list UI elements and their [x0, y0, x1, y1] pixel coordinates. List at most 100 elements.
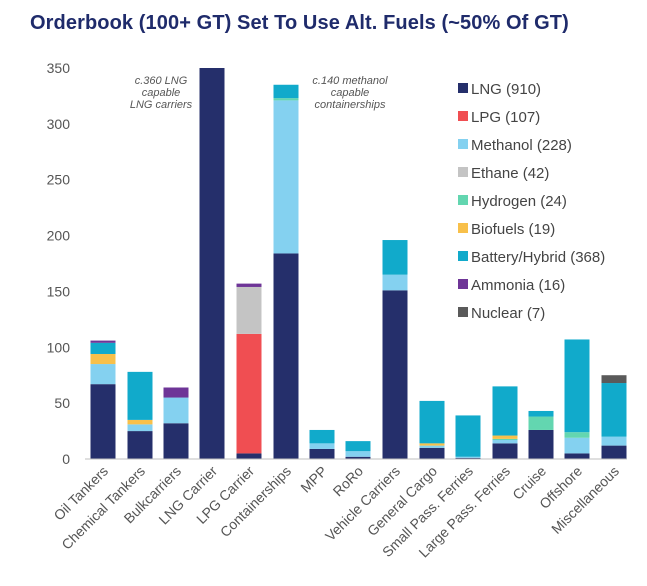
- bar-group-offshore: [564, 339, 590, 459]
- bar-segment-vehicle-carriers-lng: [382, 290, 408, 459]
- legend-swatch: [458, 111, 468, 121]
- bar-segment-oil-tankers-battery-hybrid: [90, 342, 116, 354]
- bar-segment-cruise-battery-hybrid: [528, 410, 554, 417]
- bar-segment-general-cargo-battery-hybrid: [419, 400, 445, 444]
- bar-segment-oil-tankers-biofuels: [90, 353, 116, 365]
- legend-label: Hydrogen (24): [471, 193, 567, 210]
- legend-label: LNG (910): [471, 81, 541, 98]
- bar-segment-lpg-carrier-lpg: [236, 333, 262, 454]
- bar-segment-large-pass-ferries-biofuels: [492, 435, 518, 439]
- bar-segment-bulkcarriers-ammonia: [163, 387, 189, 398]
- legend-label: Battery/Hybrid (368): [471, 249, 605, 266]
- bar-segment-miscellaneous-nuclear: [601, 375, 627, 384]
- bar-group-bulkcarriers: [163, 387, 189, 459]
- bar-group-vehicle-carriers: [382, 240, 408, 459]
- legend-swatch: [458, 279, 468, 289]
- legend-swatch: [458, 167, 468, 177]
- bar-group-lng-carrier: [199, 68, 225, 459]
- legend-swatch: [458, 139, 468, 149]
- bar-group-lpg-carrier: [236, 283, 262, 459]
- bar-segment-offshore-hydrogen: [564, 432, 590, 438]
- y-tick-label: 100: [47, 339, 71, 355]
- legend-label: LPG (107): [471, 109, 540, 126]
- bar-group-containerships: [273, 84, 299, 459]
- bar-segment-bulkcarriers-lng: [163, 423, 189, 459]
- legend-label: Methanol (228): [471, 137, 572, 154]
- bar-segment-miscellaneous-lng: [601, 445, 627, 459]
- bar-segment-lpg-carrier-ammonia: [236, 283, 262, 287]
- bar-segment-containerships-lng: [273, 253, 299, 459]
- bar-segment-vehicle-carriers-methanol: [382, 274, 408, 291]
- y-tick-label: 300: [47, 116, 71, 132]
- bar-segment-lpg-carrier-lng: [236, 453, 262, 459]
- legend-swatch: [458, 307, 468, 317]
- legend-label: Ammonia (16): [471, 277, 565, 294]
- bar-segment-containerships-methanol: [273, 100, 299, 254]
- bar-segment-cruise-lng: [528, 429, 554, 459]
- bar-segment-chemical-tankers-biofuels: [127, 419, 153, 425]
- annotation-line: capable: [331, 87, 370, 99]
- annotation-lng-carrier: c.360 LNG capable LNG carriers: [130, 75, 193, 111]
- bar-segment-oil-tankers-methanol: [90, 364, 116, 385]
- bar-segment-roro-lng: [345, 456, 371, 459]
- bar-segment-roro-methanol: [345, 451, 371, 457]
- y-tick-label: 50: [54, 395, 70, 411]
- chart-title: Orderbook (100+ GT) Set To Use Alt. Fuel…: [30, 12, 569, 34]
- bar-segment-oil-tankers-lng: [90, 384, 116, 459]
- bar-group-miscellaneous: [601, 375, 627, 459]
- legend-item-lng: LNG (910): [458, 81, 541, 98]
- bar-segment-containerships-battery-hybrid: [273, 84, 299, 99]
- bar-segment-mpp-methanol: [309, 443, 335, 449]
- bars: [90, 68, 627, 459]
- bar-group-cruise: [528, 410, 554, 459]
- legend-item-battery-hybrid: Battery/Hybrid (368): [458, 249, 605, 266]
- bar-segment-offshore-methanol: [564, 437, 590, 454]
- legend-label: Biofuels (19): [471, 221, 555, 238]
- bar-group-small-pass-ferries: [455, 415, 481, 459]
- y-tick-label: 250: [47, 172, 71, 188]
- bar-segment-chemical-tankers-lng: [127, 431, 153, 459]
- bar-group-mpp: [309, 429, 335, 459]
- annotation-line: c.360 LNG: [135, 75, 188, 87]
- bar-group-chemical-tankers: [127, 371, 153, 459]
- bar-segment-general-cargo-lng: [419, 447, 445, 459]
- bar-group-large-pass-ferries: [492, 386, 518, 459]
- bar-segment-chemical-tankers-battery-hybrid: [127, 371, 153, 420]
- legend-item-hydrogen: Hydrogen (24): [458, 193, 567, 210]
- bar-segment-vehicle-carriers-battery-hybrid: [382, 240, 408, 275]
- bar-group-general-cargo: [419, 400, 445, 459]
- legend-swatch: [458, 251, 468, 261]
- bar-segment-lpg-carrier-ethane: [236, 286, 262, 334]
- y-tick-label: 200: [47, 228, 71, 244]
- legend: LNG (910) LPG (107) Methanol (228) Ethane (…: [458, 81, 605, 322]
- bar-segment-chemical-tankers-methanol: [127, 424, 153, 432]
- bar-segment-small-pass-ferries-battery-hybrid: [455, 415, 481, 457]
- y-tick-label: 0: [62, 451, 70, 467]
- bar-segment-mpp-lng: [309, 448, 335, 459]
- bar-segment-cruise-hydrogen: [528, 416, 554, 430]
- bar-segment-offshore-lng: [564, 453, 590, 459]
- annotation-line: LNG carriers: [130, 99, 193, 111]
- annotation-line: capable: [142, 87, 181, 99]
- bar-segment-large-pass-ferries-lng: [492, 443, 518, 459]
- legend-swatch: [458, 223, 468, 233]
- y-tick-label: 150: [47, 283, 71, 299]
- bar-segment-large-pass-ferries-battery-hybrid: [492, 386, 518, 436]
- category-label-mpp: MPP: [297, 463, 330, 496]
- bar-segment-bulkcarriers-methanol: [163, 397, 189, 424]
- annotation-line: c.140 methanol: [312, 75, 388, 87]
- bar-segment-large-pass-ferries-methanol: [492, 440, 518, 444]
- legend-item-biofuels: Biofuels (19): [458, 221, 555, 238]
- legend-swatch: [458, 83, 468, 93]
- legend-item-ethane: Ethane (42): [458, 165, 549, 182]
- bar-segment-general-cargo-biofuels: [419, 443, 445, 446]
- legend-swatch: [458, 195, 468, 205]
- bar-group-roro: [345, 441, 371, 459]
- legend-item-lpg: LPG (107): [458, 109, 540, 126]
- bar-segment-large-pass-ferries-hydrogen: [492, 438, 518, 441]
- bar-segment-containerships-hydrogen: [273, 98, 299, 101]
- bar-segment-mpp-battery-hybrid: [309, 429, 335, 444]
